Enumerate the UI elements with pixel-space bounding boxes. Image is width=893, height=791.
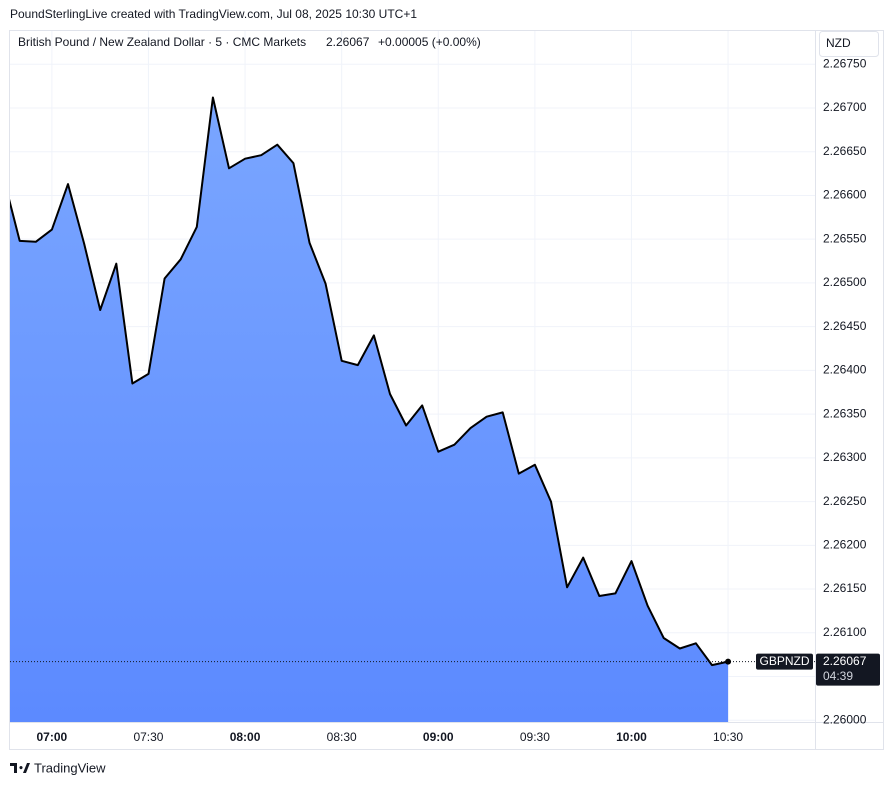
plot <box>10 96 815 722</box>
brand: TradingView <box>34 760 106 775</box>
x-tick-label: 10:00 <box>616 730 647 744</box>
price-line <box>10 96 729 667</box>
price-tag <box>816 653 880 686</box>
symbol-label: GBPNZD <box>759 654 809 668</box>
y-tick-label: 2.26700 <box>823 100 867 114</box>
area-fill <box>10 97 729 722</box>
price-tag-value: 2.26067 <box>823 654 867 668</box>
footer-logo: TradingView <box>10 760 106 775</box>
last-point <box>725 658 732 665</box>
y-tick-label: 2.26450 <box>823 319 867 333</box>
y-tick-label: 2.26300 <box>823 450 867 464</box>
legend-title: British Pound / New Zealand Dollar · 5 ·… <box>18 35 306 49</box>
x-tick-label: 07:30 <box>133 730 163 744</box>
countdown: 04:39 <box>823 669 853 683</box>
header: PoundSterlingLive created with TradingVi… <box>10 7 417 21</box>
y-tick-label: 2.26650 <box>823 144 867 158</box>
legend-change: +0.00005 (+0.00%) <box>378 35 481 49</box>
y-tick-label: 2.26550 <box>823 231 867 245</box>
currency-button[interactable] <box>819 31 879 57</box>
y-tick-label: 2.26100 <box>823 625 867 639</box>
x-tick-label: 10:30 <box>713 730 743 744</box>
x-tick-label: 08:00 <box>230 730 261 744</box>
y-tick-label: 2.26150 <box>823 581 867 595</box>
x-tick-label: 07:00 <box>37 730 68 744</box>
legend-price: 2.26067 <box>326 35 370 49</box>
y-tick-label: 2.26250 <box>823 494 867 508</box>
symbol-tag <box>756 653 813 670</box>
y-tick-label: 2.26500 <box>823 275 867 289</box>
logo-icon <box>10 763 30 773</box>
y-tick-label: 2.26000 <box>823 712 867 726</box>
frame <box>9 30 884 750</box>
axes: 2.260002.260502.261002.261502.262002.262… <box>37 56 880 744</box>
currency[interactable]: NZD <box>826 36 851 50</box>
y-tick-label: 2.26400 <box>823 363 867 377</box>
y-tick-label: 2.26600 <box>823 188 867 202</box>
x-tick-label: 08:30 <box>327 730 357 744</box>
x-tick-label: 09:00 <box>423 730 454 744</box>
y-tick-label: 2.26200 <box>823 537 867 551</box>
y-tick-label: 2.26350 <box>823 406 867 420</box>
x-tick-label: 09:30 <box>520 730 550 744</box>
y-tick-label: 2.26750 <box>823 56 867 70</box>
